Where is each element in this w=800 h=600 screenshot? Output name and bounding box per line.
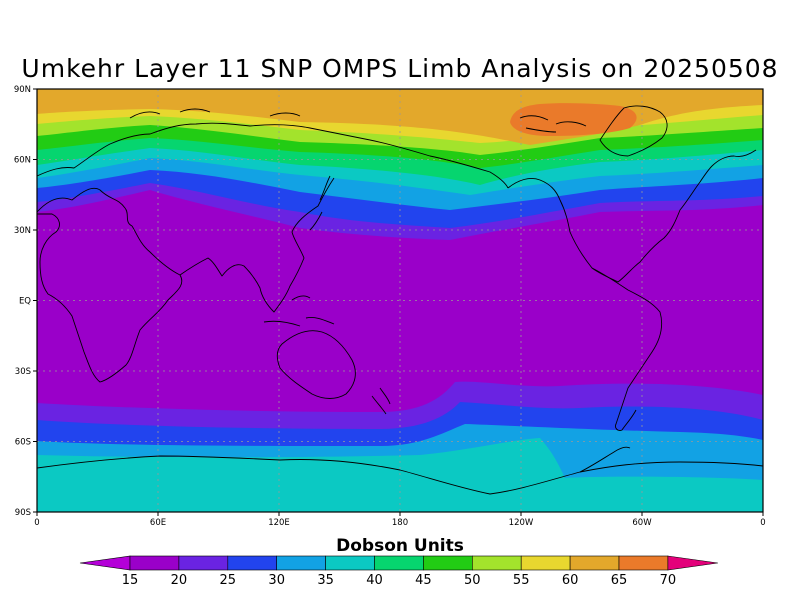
lon-tick-label: 120E bbox=[268, 518, 290, 528]
coast-eurasia-north bbox=[37, 122, 509, 189]
coast-antarctica bbox=[37, 455, 763, 495]
colorbar-label: 45 bbox=[415, 573, 432, 588]
map-title: Umkehr Layer 11 SNP OMPS Limb Analysis o… bbox=[21, 54, 779, 83]
lat-tick-label: 30S bbox=[15, 367, 31, 377]
colorbar-label: 50 bbox=[464, 573, 481, 588]
coast-arctic-islands bbox=[129, 108, 587, 133]
colorbar-label: 30 bbox=[268, 573, 285, 588]
colorbar-segment bbox=[423, 555, 473, 571]
colorbar-label: 65 bbox=[611, 573, 628, 588]
colorbar-label: 25 bbox=[220, 573, 237, 588]
tick-marks bbox=[33, 88, 764, 516]
colorbar-label: 35 bbox=[317, 573, 334, 588]
coast-new-zealand bbox=[371, 387, 391, 415]
colorbar-max-arrow bbox=[667, 555, 718, 571]
colorbar-label: 55 bbox=[513, 573, 530, 588]
coast-indonesia bbox=[263, 295, 335, 327]
colorbar-segment bbox=[520, 555, 571, 571]
colorbar-title: Dobson Units bbox=[336, 536, 464, 556]
lon-tick-label: 60E bbox=[150, 518, 166, 528]
lat-tick-label: EQ bbox=[19, 297, 31, 307]
coast-australia bbox=[276, 330, 356, 399]
lat-tick-label: 30N bbox=[14, 226, 31, 236]
colorbar-label: 20 bbox=[171, 573, 188, 588]
colorbar-segment bbox=[178, 555, 229, 571]
band-n-65-70 bbox=[510, 103, 637, 136]
lat-tick-label: 90N bbox=[14, 85, 31, 95]
colorbar-segment bbox=[129, 555, 180, 571]
colorbar-segment bbox=[569, 555, 620, 571]
ozone-field bbox=[37, 89, 763, 512]
colorbar-segment bbox=[276, 555, 326, 571]
coast-south-america bbox=[591, 267, 663, 431]
coast-japan bbox=[309, 175, 331, 231]
lon-tick-label: 0 bbox=[34, 518, 39, 528]
lat-tick-label: 60N bbox=[14, 156, 31, 166]
coast-antarctic-peninsula bbox=[579, 446, 631, 473]
colorbar-segment bbox=[618, 555, 669, 571]
colorbar-label: 70 bbox=[660, 573, 677, 588]
lon-tick-label: 180 bbox=[392, 518, 408, 528]
lat-tick-label: 60S bbox=[15, 438, 31, 448]
lon-tick-label: 0 bbox=[760, 518, 765, 528]
coastlines bbox=[37, 105, 763, 495]
colorbar-label: 15 bbox=[122, 573, 139, 588]
lon-tick-label: 120W bbox=[509, 518, 534, 528]
grid-lines bbox=[37, 89, 763, 512]
lon-tick-label: 60W bbox=[632, 518, 652, 528]
colorbar-label: 40 bbox=[366, 573, 383, 588]
colorbar-min-arrow bbox=[79, 555, 131, 571]
coast-north-america bbox=[507, 149, 757, 283]
coast-europe-africa bbox=[37, 187, 183, 383]
lat-tick-label: 90S bbox=[15, 508, 31, 518]
colorbar-segment bbox=[471, 555, 522, 571]
colorbar-label: 60 bbox=[562, 573, 579, 588]
colorbar-segment bbox=[374, 555, 424, 571]
colorbar-segment bbox=[325, 555, 375, 571]
coast-asia-south bbox=[179, 177, 335, 313]
colorbar-segment bbox=[227, 555, 278, 571]
coast-greenland bbox=[599, 105, 668, 157]
colorbar: 15 20 25 30 35 40 45 50 55 60 65 70 bbox=[79, 555, 718, 588]
